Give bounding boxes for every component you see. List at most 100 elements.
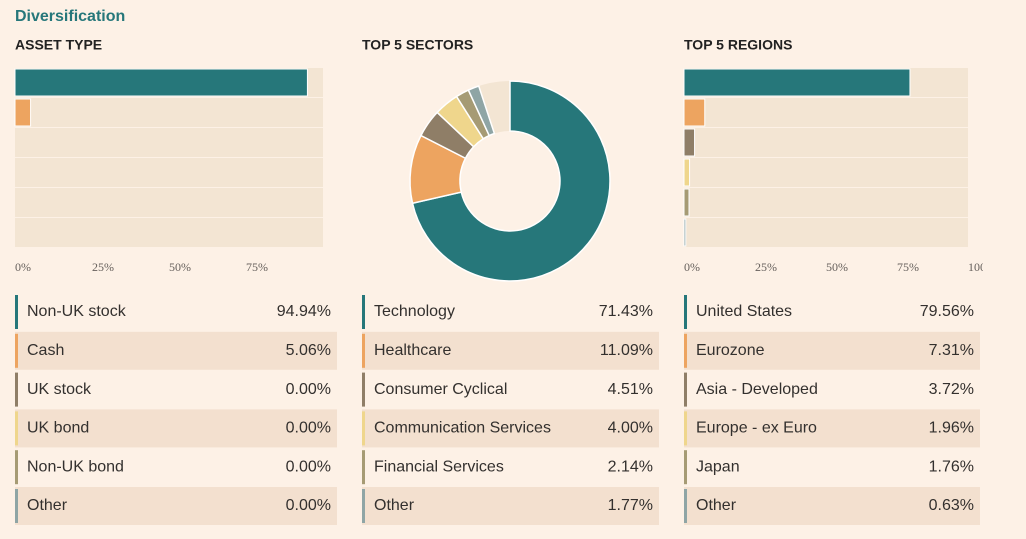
row-value: 0.00% <box>286 458 331 475</box>
row-bg <box>684 409 980 448</box>
row-label: Japan <box>696 458 740 475</box>
row-value: 2.14% <box>608 458 653 475</box>
row-value: 71.43% <box>599 303 653 320</box>
row-value: 94.94% <box>277 303 331 320</box>
row-label: Communication Services <box>374 420 551 437</box>
row-label: Financial Services <box>374 458 504 475</box>
donut-segment <box>467 85 496 137</box>
x-tick-label: 0% <box>15 260 31 274</box>
row-value: 11.09% <box>600 342 653 359</box>
chart-title: TOP 5 REGIONS <box>684 37 792 53</box>
row-swatch <box>362 295 365 329</box>
row-swatch <box>684 295 687 329</box>
row-swatch <box>684 450 687 485</box>
row-value: 0.63% <box>929 497 974 514</box>
row-swatch <box>15 333 18 368</box>
row-label: Europe - ex Euro <box>696 420 817 437</box>
row-value: 7.31% <box>929 342 974 359</box>
row-label: Consumer Cyclical <box>374 381 507 398</box>
row-swatch <box>684 372 687 407</box>
bar <box>14 68 308 97</box>
bar <box>683 218 687 247</box>
x-tick-label: 25% <box>92 260 114 274</box>
row-swatch <box>15 450 18 485</box>
row-swatch <box>362 489 365 523</box>
row-swatch <box>362 372 365 407</box>
row-value: 4.00% <box>608 420 653 437</box>
row-bg <box>15 409 337 448</box>
row-bg <box>15 331 337 370</box>
bar-track <box>684 128 968 157</box>
row-bg <box>684 331 980 370</box>
row-swatch <box>684 333 687 368</box>
row-swatch <box>362 411 365 446</box>
row-value: 4.51% <box>608 381 653 398</box>
row-label: Healthcare <box>374 342 451 359</box>
row-bg <box>362 409 659 448</box>
x-tick-label: 0% <box>684 260 700 274</box>
bar-track <box>684 188 968 217</box>
row-value: 0.00% <box>286 381 331 398</box>
row-label: Eurozone <box>696 342 765 359</box>
row-label: United States <box>696 303 792 320</box>
x-tick-label: 75% <box>897 260 919 274</box>
bar-track <box>15 188 323 217</box>
row-label: Other <box>374 497 415 514</box>
bar <box>683 128 696 157</box>
bar <box>683 68 911 97</box>
chart: TOP 5 REGIONS 0% 25% 50% 75% 100% United State… <box>683 37 996 525</box>
chart-title: TOP 5 SECTORS <box>362 37 473 53</box>
row-value: 3.72% <box>929 381 974 398</box>
row-value: 1.96% <box>929 420 974 437</box>
row-value: 79.56% <box>920 303 974 320</box>
row-label: Technology <box>374 303 455 320</box>
row-swatch <box>684 489 687 523</box>
row-value: 5.06% <box>286 342 331 359</box>
bar-track <box>684 158 968 187</box>
row-swatch <box>362 333 365 368</box>
row-bg <box>362 487 659 525</box>
row-label: Cash <box>27 342 64 359</box>
row-label: Asia - Developed <box>696 381 818 398</box>
bar <box>14 98 32 127</box>
bar-track <box>684 98 968 127</box>
row-label: Other <box>27 497 68 514</box>
row-bg <box>362 331 659 370</box>
row-value: 1.77% <box>608 497 653 514</box>
x-tick-label: 75% <box>246 260 268 274</box>
chart: TOP 5 SECTORS Technology 71.43% Healthcare 1… <box>362 37 659 525</box>
row-swatch <box>15 411 18 446</box>
bar <box>683 188 690 217</box>
row-value: 0.00% <box>286 420 331 437</box>
row-bg <box>15 487 337 525</box>
row-swatch <box>15 489 18 523</box>
chart: ASSET TYPE 0% 25% 50% 75% Non-UK stock 94.94% C… <box>14 37 337 525</box>
bar-track <box>15 158 323 187</box>
bar <box>683 158 691 187</box>
row-label: Other <box>696 497 737 514</box>
row-swatch <box>362 450 365 485</box>
x-tick-label: 100% <box>968 260 996 274</box>
bar-track <box>15 128 323 157</box>
chart-title: ASSET TYPE <box>15 37 102 53</box>
row-swatch <box>684 411 687 446</box>
bar-track <box>684 218 968 247</box>
row-value: 1.76% <box>929 458 974 475</box>
x-tick-label: 25% <box>755 260 777 274</box>
row-label: Non-UK bond <box>27 458 124 475</box>
bar-track <box>15 98 323 127</box>
row-value: 0.00% <box>286 497 331 514</box>
bar-track <box>15 218 323 247</box>
x-tick-label: 50% <box>826 260 848 274</box>
row-label: UK bond <box>27 420 89 437</box>
row-bg <box>684 487 980 525</box>
row-label: UK stock <box>27 381 92 398</box>
row-swatch <box>15 295 18 329</box>
bar <box>683 98 706 127</box>
row-swatch <box>15 372 18 407</box>
page-title: Diversification <box>15 8 125 25</box>
row-label: Non-UK stock <box>27 303 127 320</box>
donut-segment <box>411 80 611 282</box>
